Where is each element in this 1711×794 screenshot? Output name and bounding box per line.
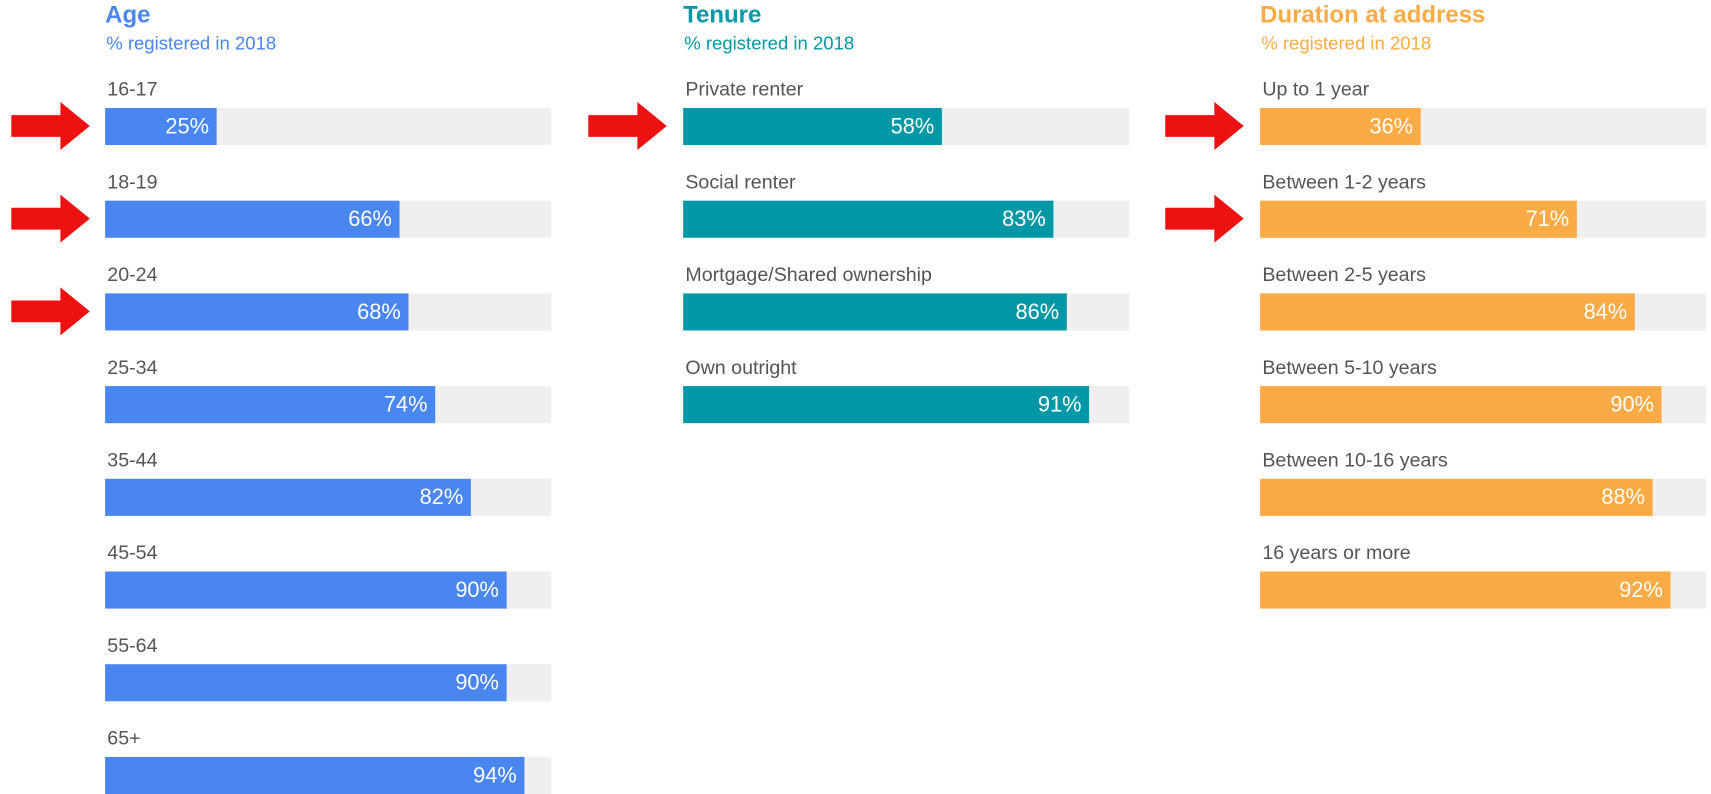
arrow [588,101,667,150]
category-label: 35-44 [107,450,157,472]
bar [105,293,409,331]
highlight-arrows [11,101,1244,336]
category-label: Between 5-10 years [1262,357,1437,379]
value-label: 86% [1016,299,1060,324]
bar [105,478,471,516]
category-label: Private renter [685,79,803,101]
bar [105,664,507,702]
bar [105,107,217,146]
bar [683,107,942,146]
bar [683,386,1090,424]
bar [105,571,507,609]
category-label: 20-24 [107,264,157,286]
bar [1260,571,1671,609]
bar [683,200,1054,238]
chart-title: Age [105,2,150,29]
chart-title: Tenure [683,2,761,29]
bar [1260,200,1577,238]
bar [105,386,436,424]
bar [683,293,1067,331]
arrow [11,287,90,336]
value-label: 74% [384,391,428,416]
category-label: 16-17 [107,79,157,101]
value-label: 91% [1038,391,1082,416]
value-label: 88% [1601,484,1645,509]
value-label: 92% [1619,577,1663,602]
arrow [11,194,90,243]
chart-subtitle: % registered in 2018 [684,33,854,54]
category-label: Mortgage/Shared ownership [685,264,932,286]
bar [105,756,525,794]
chart-title: Duration at address [1260,2,1485,29]
category-label: Between 2-5 years [1262,264,1426,286]
bar [1260,478,1653,516]
value-label: 25% [165,113,209,138]
value-label: 36% [1369,113,1413,138]
category-label: 65+ [107,728,140,750]
value-label: 90% [1610,391,1654,416]
value-label: 71% [1526,206,1570,231]
value-label: 83% [1002,206,1046,231]
value-label: 84% [1584,299,1628,324]
category-label: 16 years or more [1262,542,1410,564]
category-label: Between 1-2 years [1262,171,1426,193]
arrow [1165,101,1244,150]
category-label: 45-54 [107,542,157,564]
value-label: 58% [891,113,935,138]
value-label: 68% [357,299,401,324]
value-label: 94% [473,762,517,787]
value-label: 66% [348,206,392,231]
bar [1260,386,1662,424]
bar [105,200,400,238]
category-label: Social renter [685,171,796,193]
category-label: Up to 1 year [1262,79,1369,101]
category-label: 25-34 [107,357,157,379]
category-label: 55-64 [107,635,157,657]
category-label: Own outright [685,357,797,379]
arrow [11,101,90,150]
value-label: 90% [455,670,499,695]
category-label: Between 10-16 years [1262,450,1448,472]
category-label: 18-19 [107,171,157,193]
arrow [1165,194,1244,243]
value-label: 90% [455,577,499,602]
chart-subtitle: % registered in 2018 [1261,33,1431,54]
bar [1260,293,1635,331]
value-label: 82% [420,484,464,509]
chart-subtitle: % registered in 2018 [106,33,276,54]
bar [1260,107,1421,146]
